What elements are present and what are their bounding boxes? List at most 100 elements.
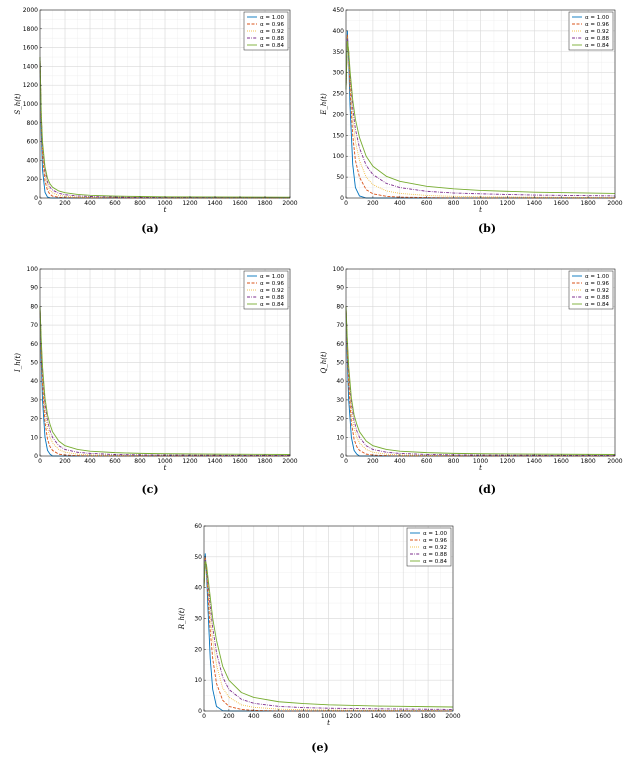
- x-tick-label: 1600: [232, 200, 247, 207]
- y-tick-label: 100: [333, 153, 345, 160]
- y-tick-label: 1400: [23, 63, 38, 70]
- y-tick-label: 0: [198, 708, 202, 715]
- x-tick-label: 1800: [257, 200, 272, 207]
- y-tick-label: 1600: [23, 45, 38, 52]
- chart-panel-b: 0 200 400 600 800 1000 1200 1400 1600 1800 2000 0 50…: [320, 0, 639, 240]
- legend-label-1: α = 1.00: [260, 15, 284, 21]
- y-tick-label: 70: [30, 322, 38, 329]
- legend-label-1: α = 1.00: [585, 15, 609, 21]
- y-tick-label: 30: [336, 397, 344, 404]
- y-tick-label: 1800: [23, 26, 38, 33]
- legend-label-3: α = 0.92: [260, 29, 284, 35]
- y-tick-label: 1200: [23, 82, 38, 89]
- y-tick-label: 0: [340, 195, 344, 202]
- chart-e: 0 200 400 600 800 1000 1200 1400 1600 1800 2000 0 10…: [178, 523, 461, 727]
- y-tick-label: 150: [333, 132, 345, 139]
- y-tick-label: 50: [194, 554, 202, 561]
- y-tick-label: 30: [30, 397, 38, 404]
- x-tick-label: 800: [134, 200, 146, 207]
- y-tick-label: 60: [194, 523, 202, 530]
- x-tick-label: 200: [367, 200, 379, 207]
- y-tick-label: 10: [194, 677, 202, 684]
- legend-label-3: α = 0.92: [585, 29, 609, 35]
- x-axis-label: t: [479, 206, 482, 214]
- x-tick-label: 1400: [371, 713, 386, 720]
- y-tick-label: 20: [30, 416, 38, 423]
- x-tick-label: 800: [298, 713, 310, 720]
- y-tick-label: 90: [30, 285, 38, 292]
- chart-panel-e: 0 200 400 600 800 1000 1200 1400 1600 1800 2000 0 10…: [160, 517, 480, 761]
- y-tick-label: 800: [27, 120, 39, 127]
- x-axis-label: t: [164, 464, 167, 472]
- x-tick-label: 1400: [207, 458, 222, 465]
- y-tick-label: 50: [336, 174, 344, 181]
- y-tick-label: 40: [194, 585, 202, 592]
- x-tick-label: 0: [344, 458, 348, 465]
- x-tick-label: 600: [273, 713, 285, 720]
- y-tick-label: 40: [336, 378, 344, 385]
- x-tick-label: 1000: [473, 200, 488, 207]
- x-tick-label: 600: [109, 458, 121, 465]
- x-tick-label: 2000: [282, 200, 297, 207]
- y-tick-label: 200: [333, 111, 345, 118]
- x-tick-label: 1000: [157, 200, 172, 207]
- x-tick-label: 1600: [554, 458, 569, 465]
- legend-label-3: α = 0.92: [260, 288, 284, 294]
- x-tick-label: 200: [59, 200, 71, 207]
- x-tick-label: 800: [134, 458, 146, 465]
- x-tick-label: 1800: [420, 713, 435, 720]
- x-tick-label: 400: [394, 200, 406, 207]
- x-tick-label: 1800: [580, 458, 595, 465]
- caption-d: (d): [477, 483, 497, 496]
- y-tick-label: 600: [27, 139, 39, 146]
- legend-label-4: α = 0.88: [585, 295, 609, 301]
- x-axis-label: t: [164, 206, 167, 214]
- x-tick-label: 2000: [282, 458, 297, 465]
- legend-label-1: α = 1.00: [585, 274, 609, 280]
- y-tick-label: 350: [333, 49, 345, 56]
- y-tick-label: 30: [194, 616, 202, 623]
- y-tick-label: 200: [27, 176, 39, 183]
- x-tick-label: 400: [394, 458, 406, 465]
- y-tick-label: 1000: [23, 101, 38, 108]
- legend-label-4: α = 0.88: [260, 36, 284, 42]
- x-tick-label: 0: [38, 200, 42, 207]
- series-line-5: [203, 561, 454, 708]
- x-tick-label: 2000: [445, 713, 460, 720]
- series-line-3: [345, 36, 616, 199]
- y-tick-label: 2000: [23, 7, 38, 14]
- legend-label-5: α = 0.84: [585, 43, 609, 49]
- y-tick-label: 450: [333, 7, 345, 14]
- series-line-2: [345, 34, 615, 199]
- legend-label-1: α = 1.00: [423, 531, 447, 537]
- y-tick-label: 10: [336, 434, 344, 441]
- x-tick-label: 1800: [257, 458, 272, 465]
- series-line-3: [39, 306, 291, 457]
- legend-label-2: α = 0.96: [260, 281, 284, 287]
- x-tick-label: 0: [38, 458, 42, 465]
- x-tick-label: 600: [421, 200, 433, 207]
- x-tick-label: 200: [59, 458, 71, 465]
- y-tick-label: 0: [340, 453, 344, 460]
- x-tick-label: 1200: [182, 458, 197, 465]
- x-tick-label: 1000: [157, 458, 172, 465]
- x-tick-label: 1200: [500, 458, 515, 465]
- legend-label-2: α = 0.96: [585, 281, 609, 287]
- x-tick-label: 1400: [527, 458, 542, 465]
- chart-c: 0 200 400 600 800 1000 1200 1400 1600 1800 2000 0 10…: [14, 266, 298, 472]
- chart-d: 0 200 400 600 800 1000 1200 1400 1600 1800 2000 0 10…: [320, 266, 623, 472]
- y-tick-label: 40: [30, 378, 38, 385]
- chart-panel-a: 0 200 400 600 800 1000 1200 1400 1600 1800 2000 0 20…: [0, 0, 320, 240]
- x-tick-label: 800: [448, 200, 460, 207]
- y-axis-label: I_h(t): [14, 353, 22, 373]
- y-tick-label: 10: [30, 434, 38, 441]
- legend-label-5: α = 0.84: [423, 559, 447, 565]
- y-tick-label: 0: [34, 453, 38, 460]
- legend-label-3: α = 0.92: [423, 545, 447, 551]
- y-tick-label: 50: [30, 360, 38, 367]
- chart-panel-c: 0 200 400 600 800 1000 1200 1400 1600 1800 2000 0 10…: [0, 258, 320, 498]
- legend-label-4: α = 0.88: [585, 36, 609, 42]
- y-axis-label: R_h(t): [178, 607, 186, 630]
- y-tick-label: 90: [336, 285, 344, 292]
- legend-label-3: α = 0.92: [585, 288, 609, 294]
